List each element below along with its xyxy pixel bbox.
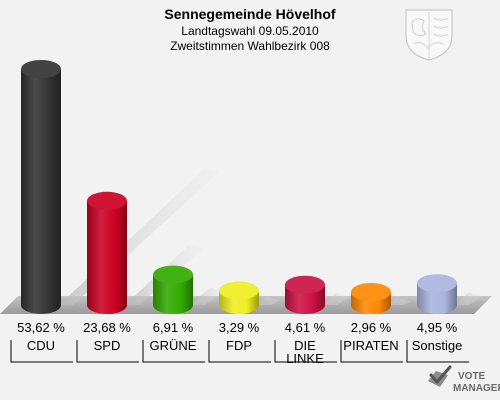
bar-top-die-linke [285, 275, 325, 294]
category-label-cdu: CDU [27, 338, 55, 353]
bar-die-linke [285, 275, 350, 314]
bar-body-cdu [21, 69, 61, 314]
value-labels-group: 53,62 % 23,68 % 6,91 % 3,29 % 4,61 % 2,96 % 4,… [17, 320, 458, 335]
state-coat-of-arms-icon [405, 9, 453, 61]
category-bracket-grüne [142, 340, 205, 363]
bar-top-cdu [21, 60, 61, 78]
category-label-piraten: PIRATEN [343, 338, 398, 353]
bar-piraten [351, 282, 412, 314]
watermark-vote: VOTE [458, 371, 486, 382]
bars-group [21, 60, 483, 314]
bar-fdp [219, 281, 280, 314]
bar-shadow-sonstige [455, 292, 483, 305]
value-label-grüne: 6,91 % [153, 320, 194, 335]
bar-shadow-fdp [257, 296, 280, 305]
vote-manager-watermark: VOTE MANAGER [428, 365, 500, 394]
bar-grüne [153, 265, 224, 314]
category-bracket-piraten [340, 340, 403, 363]
ballot-check-icon [428, 365, 452, 387]
category-label-spd: SPD [94, 338, 121, 353]
category-bracket-spd [76, 340, 139, 363]
value-label-piraten: 2,96 % [351, 320, 392, 335]
bar-body-grüne [153, 274, 193, 314]
bar-top-grüne [153, 265, 193, 284]
chart-subtitle-district: Zweitstimmen Wahlbezirk 008 [170, 39, 330, 53]
category-bracket-die-linke [274, 340, 337, 363]
bar-body-spd [87, 200, 127, 314]
watermark-manager: MANAGER [453, 383, 500, 394]
category-label-fdp: FDP [226, 338, 252, 353]
bar-shadow-grüne [191, 287, 224, 305]
value-label-spd: 23,68 % [83, 320, 131, 335]
category-label-sonstige: Sonstige [412, 338, 463, 353]
value-label-die-linke: 4,61 % [285, 320, 326, 335]
bar-top-fdp [219, 281, 259, 300]
category-bracket-sonstige [406, 340, 469, 363]
bar-sonstige [417, 274, 483, 314]
category-bracket-cdu [10, 340, 73, 363]
category-label-grüne: GRÜNE [150, 338, 197, 353]
bar-top-sonstige [417, 274, 457, 293]
bar-shadow-cdu [59, 168, 220, 305]
bar-top-piraten [351, 282, 391, 301]
value-label-fdp: 3,29 % [219, 320, 260, 335]
bar-top-spd [87, 191, 127, 210]
chart-title: Sennegemeinde Hövelhof [164, 6, 335, 22]
value-label-cdu: 53,62 % [17, 320, 65, 335]
category-bracket-fdp [208, 340, 271, 363]
value-label-sonstige: 4,95 % [417, 320, 458, 335]
chart-subtitle-date: Landtagswahl 09.05.2010 [181, 24, 319, 38]
bar-shadow-piraten [389, 297, 412, 305]
bar-shadow-die-linke [323, 293, 350, 305]
